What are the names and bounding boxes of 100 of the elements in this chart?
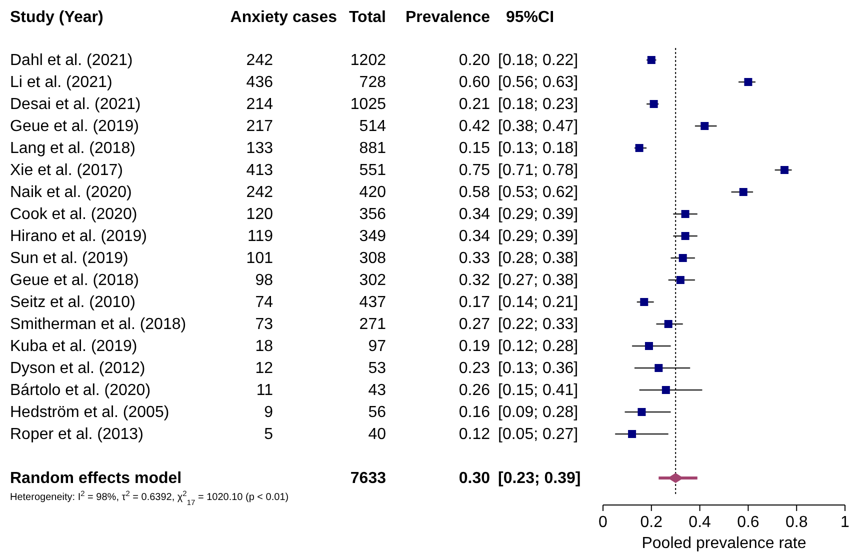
text: Anxiety cases bbox=[230, 9, 338, 26]
point bbox=[647, 56, 656, 64]
data-label: 0.34 bbox=[458, 206, 490, 223]
category-label: Kuba et al. (2019) bbox=[10, 338, 138, 355]
point bbox=[640, 298, 648, 306]
data-label: 74 bbox=[255, 294, 274, 311]
data-label: 0.42 bbox=[458, 118, 490, 135]
data-label: 11 bbox=[256, 382, 274, 399]
category-label: Sun et al. (2019) bbox=[10, 250, 128, 267]
data-label: 0.75 bbox=[458, 162, 490, 179]
category-label: Geue et al. (2018) bbox=[10, 272, 139, 289]
data-label: 18 bbox=[255, 338, 274, 355]
category-label: Naik et al. (2020) bbox=[10, 184, 132, 201]
x-tick-label: 0.8 bbox=[785, 514, 808, 531]
data-label: 73 bbox=[255, 316, 274, 333]
data-label: [0.13; 0.36] bbox=[498, 360, 578, 377]
data-label: 1202 bbox=[350, 52, 386, 69]
category-label: Geue et al. (2019) bbox=[10, 118, 139, 135]
data-label: 97 bbox=[368, 338, 386, 355]
data-label: 214 bbox=[246, 96, 274, 113]
point bbox=[700, 122, 709, 130]
point bbox=[638, 408, 646, 416]
x-tick-label: 0.2 bbox=[640, 514, 663, 531]
data-label: 119 bbox=[247, 228, 274, 245]
data-label: [0.18; 0.23] bbox=[498, 96, 578, 113]
point bbox=[654, 364, 663, 372]
point bbox=[676, 276, 684, 284]
data-label: 0.32 bbox=[458, 272, 490, 289]
data-label: 0.12 bbox=[458, 426, 490, 443]
category-label: Bártolo et al. (2020) bbox=[10, 382, 151, 399]
category-label: Dahl et al. (2021) bbox=[10, 52, 133, 69]
text: 95%CI bbox=[506, 9, 554, 26]
data-label: [0.22; 0.33] bbox=[498, 316, 578, 333]
data-label: 1025 bbox=[350, 96, 386, 113]
x-tick-label: 0.4 bbox=[688, 514, 712, 531]
category-label: Hirano et al. (2019) bbox=[10, 228, 147, 245]
data-label: 0.27 bbox=[458, 316, 490, 333]
data-label: 436 bbox=[246, 74, 274, 91]
data-label: 43 bbox=[368, 382, 386, 399]
category-label: Random effects model bbox=[10, 470, 182, 487]
category-label: Xie et al. (2017) bbox=[10, 162, 123, 179]
data-label: 0.33 bbox=[458, 250, 490, 267]
data-label: 0.16 bbox=[458, 404, 490, 421]
data-label: [0.53; 0.62] bbox=[498, 184, 578, 201]
data-label: 0.20 bbox=[458, 52, 490, 69]
text: Heterogeneity: I$^{2}$ = 98%, τ$^{2}$ = 0.6392, χ$^{2}$$_{17}$ = 1020.10 (p < 0.01) bbox=[10, 488, 289, 506]
point bbox=[678, 254, 687, 262]
data-label: [0.23; 0.39] bbox=[498, 470, 581, 487]
data-label: 420 bbox=[359, 184, 386, 201]
data-label: 0.23 bbox=[458, 360, 490, 377]
x-tick-label: 0.6 bbox=[737, 514, 760, 531]
point bbox=[681, 210, 690, 218]
data-label: [0.15; 0.41] bbox=[498, 382, 578, 399]
data-label: [0.29; 0.39] bbox=[498, 206, 578, 223]
point bbox=[628, 430, 636, 438]
data-label: 7633 bbox=[350, 470, 386, 487]
category-label: Seitz et al. (2010) bbox=[10, 294, 136, 311]
data-label: 0.30 bbox=[458, 470, 490, 487]
data-label: 0.34 bbox=[458, 228, 490, 245]
data-label: 5 bbox=[264, 426, 274, 443]
data-label: [0.38; 0.47] bbox=[498, 118, 578, 135]
data-label: [0.56; 0.63] bbox=[498, 74, 578, 91]
data-label: 133 bbox=[246, 140, 274, 157]
data-label: [0.14; 0.21] bbox=[498, 294, 578, 311]
text: Study (Year) bbox=[10, 9, 104, 26]
point bbox=[662, 386, 670, 394]
data-label: 40 bbox=[368, 426, 386, 443]
point bbox=[650, 100, 658, 108]
data-label: 0.26 bbox=[458, 382, 490, 399]
category-label: Dyson et al. (2012) bbox=[10, 360, 146, 377]
data-label: 0.17 bbox=[458, 294, 490, 311]
category-label: Lang et al. (2018) bbox=[10, 140, 136, 157]
data-label: 120 bbox=[246, 206, 274, 223]
data-label: 217 bbox=[246, 118, 274, 135]
data-label: 551 bbox=[359, 162, 386, 179]
data-label: 242 bbox=[246, 184, 274, 201]
data-label: 308 bbox=[359, 250, 386, 267]
data-label: 101 bbox=[246, 250, 274, 267]
point bbox=[681, 232, 690, 240]
data-label: 728 bbox=[359, 74, 386, 91]
data-label: [0.29; 0.39] bbox=[498, 228, 578, 245]
data-label: 242 bbox=[246, 52, 274, 69]
point bbox=[780, 166, 788, 174]
data-label: 56 bbox=[368, 404, 386, 421]
data-label: [0.12; 0.28] bbox=[498, 338, 578, 355]
data-label: 437 bbox=[359, 294, 386, 311]
data-label: 349 bbox=[359, 228, 386, 245]
data-label: 514 bbox=[359, 118, 386, 135]
data-label: 0.60 bbox=[458, 74, 490, 91]
point bbox=[744, 78, 752, 86]
data-label: [0.05; 0.27] bbox=[498, 426, 578, 443]
x-tick-label: 0 bbox=[598, 514, 608, 531]
data-label: 0.58 bbox=[458, 184, 490, 201]
data-label: 302 bbox=[359, 272, 386, 289]
data-label: 98 bbox=[255, 272, 274, 289]
data-label: 356 bbox=[359, 206, 386, 223]
data-label: 0.19 bbox=[458, 338, 490, 355]
data-label: [0.09; 0.28] bbox=[498, 404, 578, 421]
text: Total bbox=[348, 9, 386, 26]
x-tick-label: 1 bbox=[840, 514, 850, 531]
